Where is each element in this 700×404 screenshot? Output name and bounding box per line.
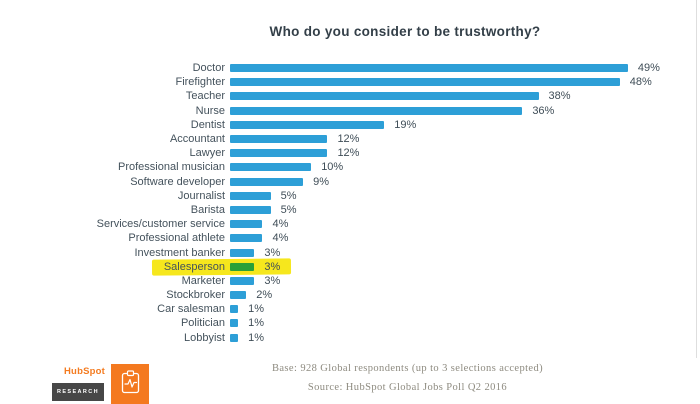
category-label: Lawyer — [189, 147, 225, 160]
bar — [230, 149, 328, 158]
bar — [230, 305, 239, 314]
value-label: 36% — [532, 104, 555, 117]
category-label: Professional musician — [118, 161, 225, 174]
category-label: Nurse — [195, 104, 225, 117]
bar — [230, 220, 263, 229]
bar-row: Marketer 3% — [0, 274, 700, 288]
category-label: Professional athlete — [128, 232, 225, 245]
value-label: 19% — [394, 118, 417, 131]
bar-row: Salesperson 3% — [0, 258, 700, 275]
bar — [230, 191, 271, 200]
category-label: Dentist — [190, 118, 225, 131]
category-label: Stockbroker — [166, 289, 225, 302]
bar-row: Journalist 5% — [0, 189, 700, 203]
value-label: 12% — [337, 147, 360, 160]
category-label: Accountant — [169, 133, 225, 146]
value-label: 5% — [280, 189, 297, 202]
bar-row: Firefighter 48% — [0, 75, 700, 89]
bar — [230, 135, 328, 144]
category-label: Teacher — [185, 90, 225, 103]
bar-row: Dentist 19% — [0, 118, 700, 132]
research-badge: RESEARCH — [52, 383, 104, 401]
bar-row: Politician 1% — [0, 316, 700, 330]
bar — [230, 262, 255, 271]
value-label: 9% — [313, 175, 329, 188]
bar-chart: Doctor 49% Firefighter 48% Teacher 38% Nurse 36… — [0, 61, 700, 345]
bar — [230, 64, 628, 73]
category-label: Investment banker — [134, 246, 226, 259]
bar — [230, 120, 385, 129]
source-note: Source: HubSpot Global Jobs Poll Q2 2016 — [307, 381, 508, 393]
bar — [230, 248, 255, 257]
value-label: 10% — [321, 161, 344, 174]
bar-row: Lobbyist 1% — [0, 331, 700, 345]
bar-row: Doctor 49% — [0, 61, 700, 75]
right-edge-line — [696, 0, 697, 358]
value-label: 38% — [548, 90, 571, 103]
category-label: Car salesman — [157, 303, 225, 316]
value-label: 3% — [264, 246, 281, 259]
bar-row: Nurse 36% — [0, 104, 700, 118]
clipboard-pulse-icon — [121, 369, 140, 399]
bar — [230, 319, 239, 328]
value-label: 1% — [248, 331, 265, 344]
value-label: 4% — [272, 218, 289, 231]
category-label: Software developer — [130, 175, 225, 188]
bar-row: Lawyer 12% — [0, 146, 700, 160]
bar-row: Services/customer service 4% — [0, 217, 700, 231]
value-label: 2% — [256, 289, 273, 302]
category-label: Services/customer service — [96, 218, 225, 231]
bar — [230, 92, 539, 101]
bar-row: Professional musician 10% — [0, 160, 700, 174]
category-label: Journalist — [177, 189, 225, 202]
bar-row: Investment banker 3% — [0, 245, 700, 259]
bar — [230, 177, 304, 186]
base-note: Base: 928 Global respondents (up to 3 se… — [271, 363, 544, 374]
hubspot-logo: HubSpot — [64, 366, 105, 377]
category-label: Doctor — [192, 62, 225, 75]
report-tile — [111, 364, 149, 404]
category-label: Firefighter — [175, 76, 225, 89]
value-label: 5% — [280, 203, 297, 216]
category-label: Barista — [190, 203, 225, 216]
bar — [230, 276, 255, 285]
bar-row: Professional athlete 4% — [0, 231, 700, 245]
bar — [230, 106, 523, 115]
bar-row: Software developer 9% — [0, 175, 700, 189]
category-label: Lobbyist — [184, 331, 225, 344]
category-label: Politician — [180, 317, 225, 330]
bar-row: Car salesman 1% — [0, 302, 700, 316]
bar-row: Stockbroker 2% — [0, 288, 700, 302]
bar-row: Teacher 38% — [0, 89, 700, 103]
value-label: 4% — [272, 232, 289, 245]
footer-notes: Base: 928 Global respondents (up to 3 se… — [120, 360, 695, 397]
bar — [230, 163, 312, 172]
bar — [230, 291, 247, 300]
value-label: 3% — [264, 274, 281, 287]
value-label: 3% — [264, 260, 281, 273]
value-label: 49% — [637, 62, 660, 75]
bar — [230, 78, 620, 87]
category-label: Salesperson — [163, 260, 225, 273]
value-label: 12% — [337, 133, 360, 146]
bar — [230, 205, 271, 214]
value-label: 48% — [629, 76, 652, 89]
value-label: 1% — [248, 317, 265, 330]
bar — [230, 333, 239, 342]
bar — [230, 234, 263, 243]
category-label: Marketer — [181, 274, 225, 287]
bar-row: Barista 5% — [0, 203, 700, 217]
bar-row: Accountant 12% — [0, 132, 700, 146]
value-label: 1% — [248, 303, 265, 316]
chart-title: Who do you consider to be trustworthy? — [269, 24, 541, 39]
